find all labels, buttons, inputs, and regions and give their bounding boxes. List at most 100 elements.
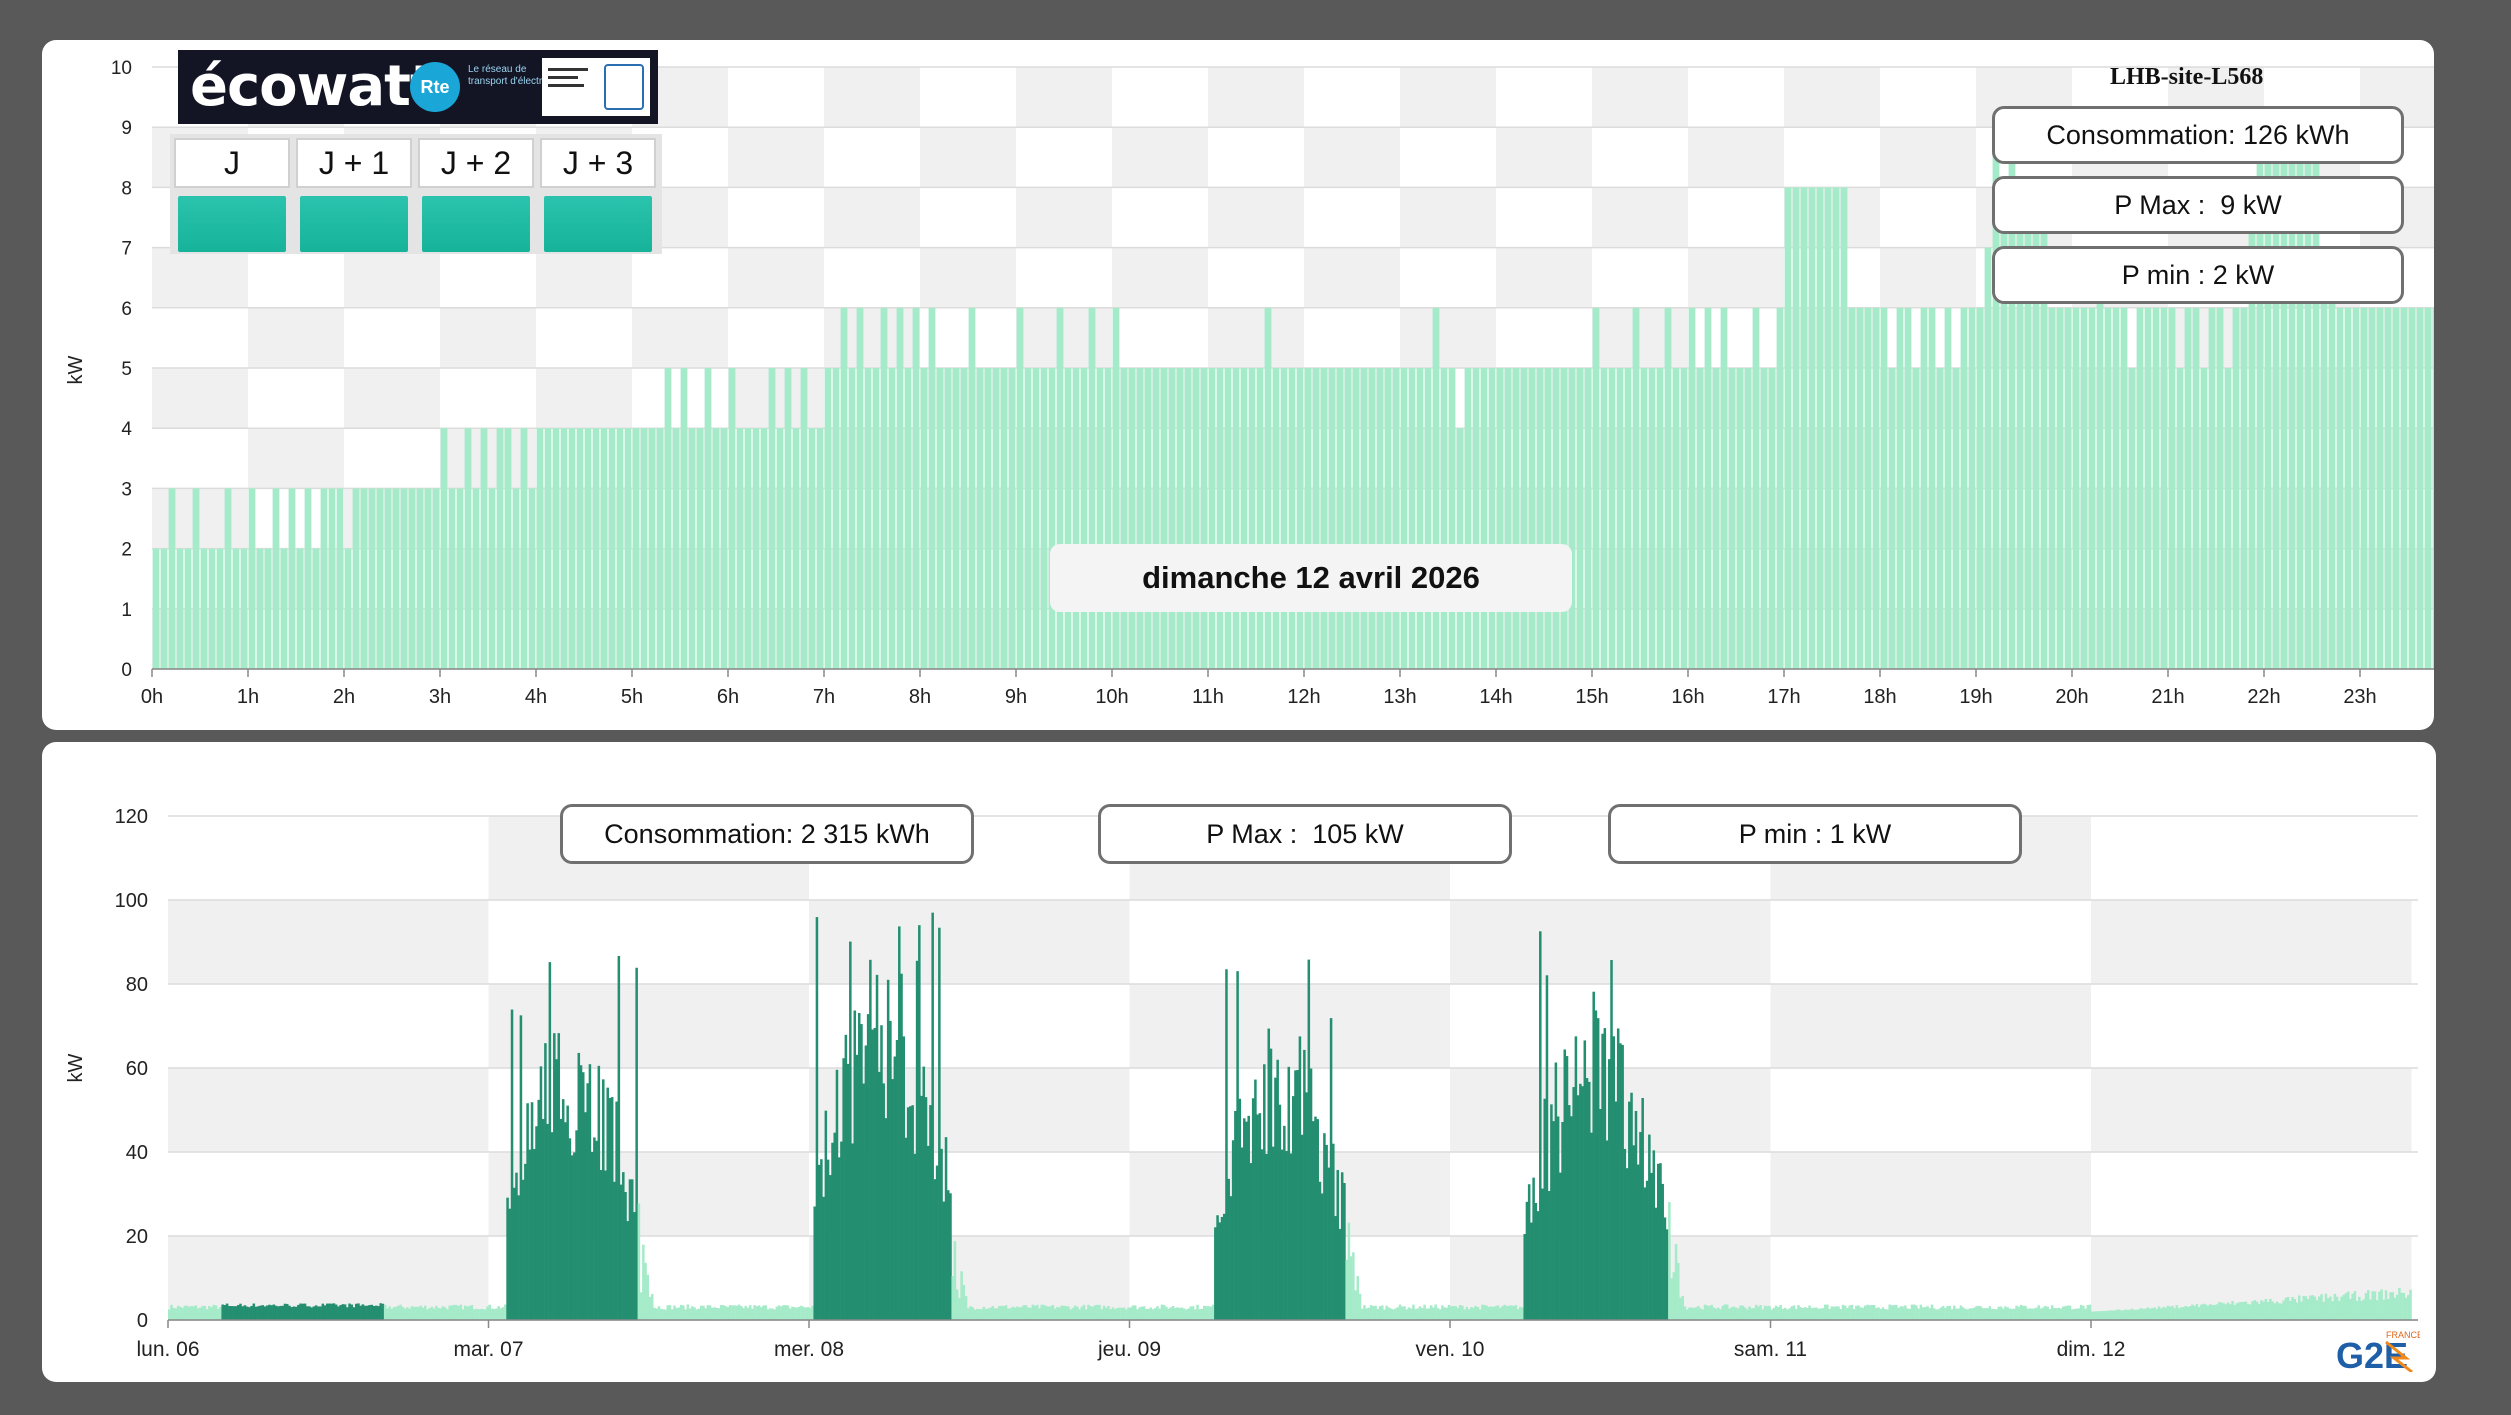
load-bar [265, 1305, 269, 1320]
grid-cell [1784, 187, 1880, 248]
load-bar [2188, 1306, 2192, 1320]
load-bar [581, 1072, 585, 1320]
load-bar [2255, 1301, 2259, 1320]
load-bar [989, 1307, 992, 1320]
load-bar [1283, 1125, 1286, 1320]
load-bar [951, 1276, 954, 1320]
load-bar [1285, 1150, 1288, 1320]
load-bar [2039, 1308, 2043, 1320]
load-bar [891, 1079, 894, 1320]
load-bar [1783, 1307, 1787, 1320]
load-bar [1952, 368, 1960, 669]
weekly-chart-panel: 0 20 40 60 80 100 120 kW lun. 06 mar. 07 mer. 08 je… [42, 742, 2436, 1382]
load-bar [557, 1033, 561, 1320]
grid-cell [1880, 127, 1976, 188]
load-bar [1992, 127, 2000, 669]
load-bar [1614, 1101, 1618, 1320]
load-bar [1269, 1048, 1273, 1320]
load-bar [2215, 1304, 2219, 1320]
grid-cell [2264, 368, 2360, 429]
x-tick-label: lun. 06 [136, 1338, 199, 1361]
load-bar [283, 1303, 287, 1320]
load-bar [1033, 1305, 1037, 1320]
load-bar [292, 1306, 296, 1320]
load-bar [2037, 1305, 2041, 1320]
load-bar [403, 1308, 407, 1320]
load-bar [1047, 1306, 1050, 1320]
load-bar [1424, 368, 1432, 669]
load-bar [1861, 1307, 1865, 1320]
load-bar [1080, 1306, 1084, 1320]
load-bar [443, 1307, 447, 1320]
load-bar [2226, 1302, 2230, 1320]
load-bar [2016, 187, 2024, 669]
load-bar [2269, 1298, 2272, 1320]
grid-cell [2264, 608, 2360, 669]
load-bar [539, 1066, 543, 1320]
load-bar [268, 1304, 271, 1320]
load-bar [2249, 1304, 2252, 1320]
load-bar [1176, 368, 1184, 669]
x-tick-label: 21h [2151, 686, 2184, 708]
load-bar [1015, 1306, 1019, 1320]
load-bar [395, 1306, 398, 1320]
load-bar [1648, 1134, 1651, 1320]
load-bar [530, 1102, 534, 1320]
load-bar [2197, 1307, 2201, 1320]
load-bar [1288, 368, 1296, 669]
load-bar [2326, 1298, 2330, 1320]
load-bar [308, 1306, 311, 1320]
load-bar [1229, 1196, 1233, 1320]
load-bar [488, 1304, 492, 1320]
load-bar [742, 1308, 745, 1320]
load-bar [2177, 1308, 2181, 1320]
load-bar [264, 548, 272, 669]
load-bar [777, 1305, 781, 1320]
load-bar [1401, 1306, 1404, 1320]
load-bar [2168, 307, 2176, 669]
load-bar [1347, 1222, 1351, 1320]
load-bar [374, 1305, 378, 1320]
load-bar [2368, 307, 2376, 669]
load-bar [696, 428, 704, 669]
load-bar [1122, 1307, 1126, 1320]
load-bar [1926, 1306, 1929, 1320]
grid-cell [1208, 428, 1304, 489]
daily-consumption-box: Consommation: 126 kWh [1992, 106, 2404, 164]
load-bar [791, 1306, 794, 1320]
load-bar [1036, 1304, 1039, 1320]
load-bar [1570, 1116, 1573, 1320]
load-bar [368, 1305, 371, 1320]
load-bar [328, 488, 336, 669]
load-bar [1692, 1307, 1696, 1320]
load-bar [408, 488, 416, 669]
load-bar [788, 1308, 792, 1320]
grid-cell [1976, 548, 2072, 609]
load-bar [2264, 127, 2272, 669]
load-bar [880, 307, 888, 669]
load-bar [604, 1170, 607, 1320]
load-bar [1376, 1309, 1380, 1320]
load-bar [348, 1303, 351, 1320]
load-bar [208, 1306, 211, 1320]
load-bar [1734, 1307, 1738, 1320]
load-bar [1830, 1306, 1834, 1320]
load-bar [561, 1099, 565, 1320]
load-bar [339, 1305, 342, 1320]
load-bar [1850, 1304, 1854, 1320]
load-bar [208, 548, 216, 669]
load-bar [241, 1306, 244, 1320]
load-bar [1264, 307, 1272, 669]
load-bar [926, 1145, 930, 1320]
load-bar [1520, 368, 1528, 669]
load-bar [1608, 368, 1616, 669]
load-bar [1596, 1018, 1600, 1320]
load-bar [664, 368, 672, 669]
load-bar [2251, 1301, 2254, 1320]
x-tick-label: sam. 11 [1734, 1338, 1807, 1361]
load-bar [1365, 1308, 1368, 1320]
load-bar [1018, 1307, 1021, 1320]
load-bar [760, 428, 768, 669]
load-bar [1601, 1033, 1604, 1320]
load-bar [1258, 1113, 1262, 1320]
